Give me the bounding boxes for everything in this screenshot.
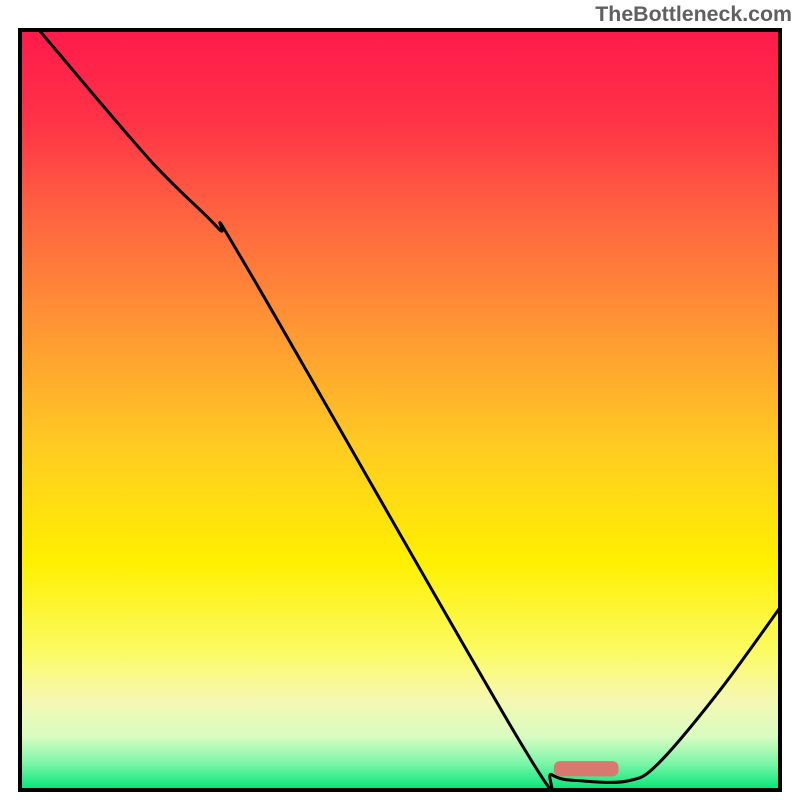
bottleneck-chart: TheBottleneck.com [0, 0, 800, 800]
chart-svg [0, 0, 800, 800]
optimal-range-marker [554, 761, 619, 776]
watermark-text: TheBottleneck.com [595, 2, 792, 27]
